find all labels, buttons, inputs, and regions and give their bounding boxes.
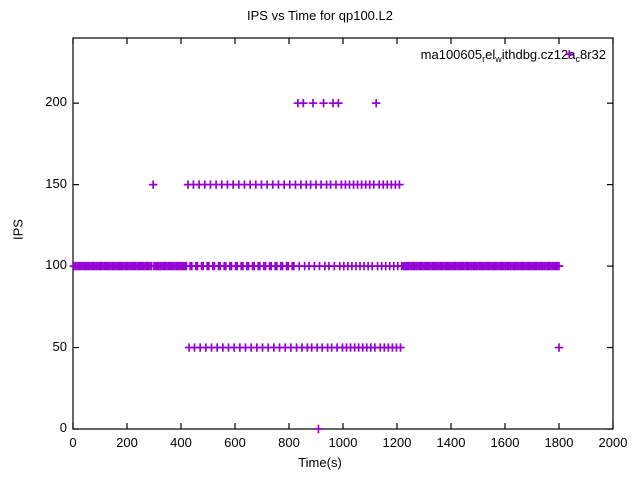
data-point-marker: [148, 180, 158, 189]
legend-text: ithdbg.cz12a: [501, 47, 576, 62]
y-tick-label: 100: [45, 257, 67, 273]
legend-subscript: w: [495, 54, 502, 64]
x-tick-label: 1200: [382, 435, 412, 450]
x-tick-label: 600: [224, 435, 246, 450]
x-tick-label: 1600: [490, 435, 520, 450]
data-point-marker: [396, 343, 405, 352]
axis-ticks: [72, 38, 614, 430]
chart-title: IPS vs Time for qp100.L2: [247, 8, 393, 23]
legend-text: el: [485, 47, 496, 62]
legend-subscript: r: [482, 54, 486, 64]
x-tick-label: 400: [170, 435, 192, 450]
data-point-marker: [334, 98, 343, 108]
data-point-marker: [314, 424, 323, 434]
y-tick-label: 0: [59, 420, 67, 435]
x-tick-label: 1800: [544, 435, 574, 450]
plot-frame: [72, 37, 614, 430]
data-points: [69, 50, 574, 434]
data-point-marker: [554, 261, 564, 271]
data-point-marker: [395, 180, 404, 189]
legend-series-label: ma100605relwithdbg.cz12ac8r32: [420, 47, 606, 64]
y-tick-label: 150: [45, 175, 67, 191]
legend-text: 8r32: [579, 47, 606, 62]
data-point-marker: [308, 98, 318, 108]
data-point-marker: [565, 50, 574, 59]
x-tick-label: 0: [69, 435, 77, 450]
data-point-marker: [554, 343, 564, 352]
data-point-marker: [372, 98, 381, 108]
x-tick-label: 2000: [598, 435, 628, 450]
x-tick-label: 1400: [436, 435, 466, 450]
legend-subscript: c: [575, 54, 580, 64]
plot-border: [72, 37, 614, 430]
data-point-marker: [299, 98, 308, 108]
y-tick-label: 200: [45, 94, 67, 110]
y-tick-label: 50: [52, 338, 67, 354]
x-tick-label: 800: [278, 435, 300, 450]
x-tick-label: 200: [116, 435, 138, 450]
data-point-marker: [319, 98, 328, 108]
legend-text: ma100605: [420, 47, 483, 62]
x-axis-label: Time(s): [298, 455, 342, 470]
x-tick-label: 1000: [328, 435, 358, 450]
